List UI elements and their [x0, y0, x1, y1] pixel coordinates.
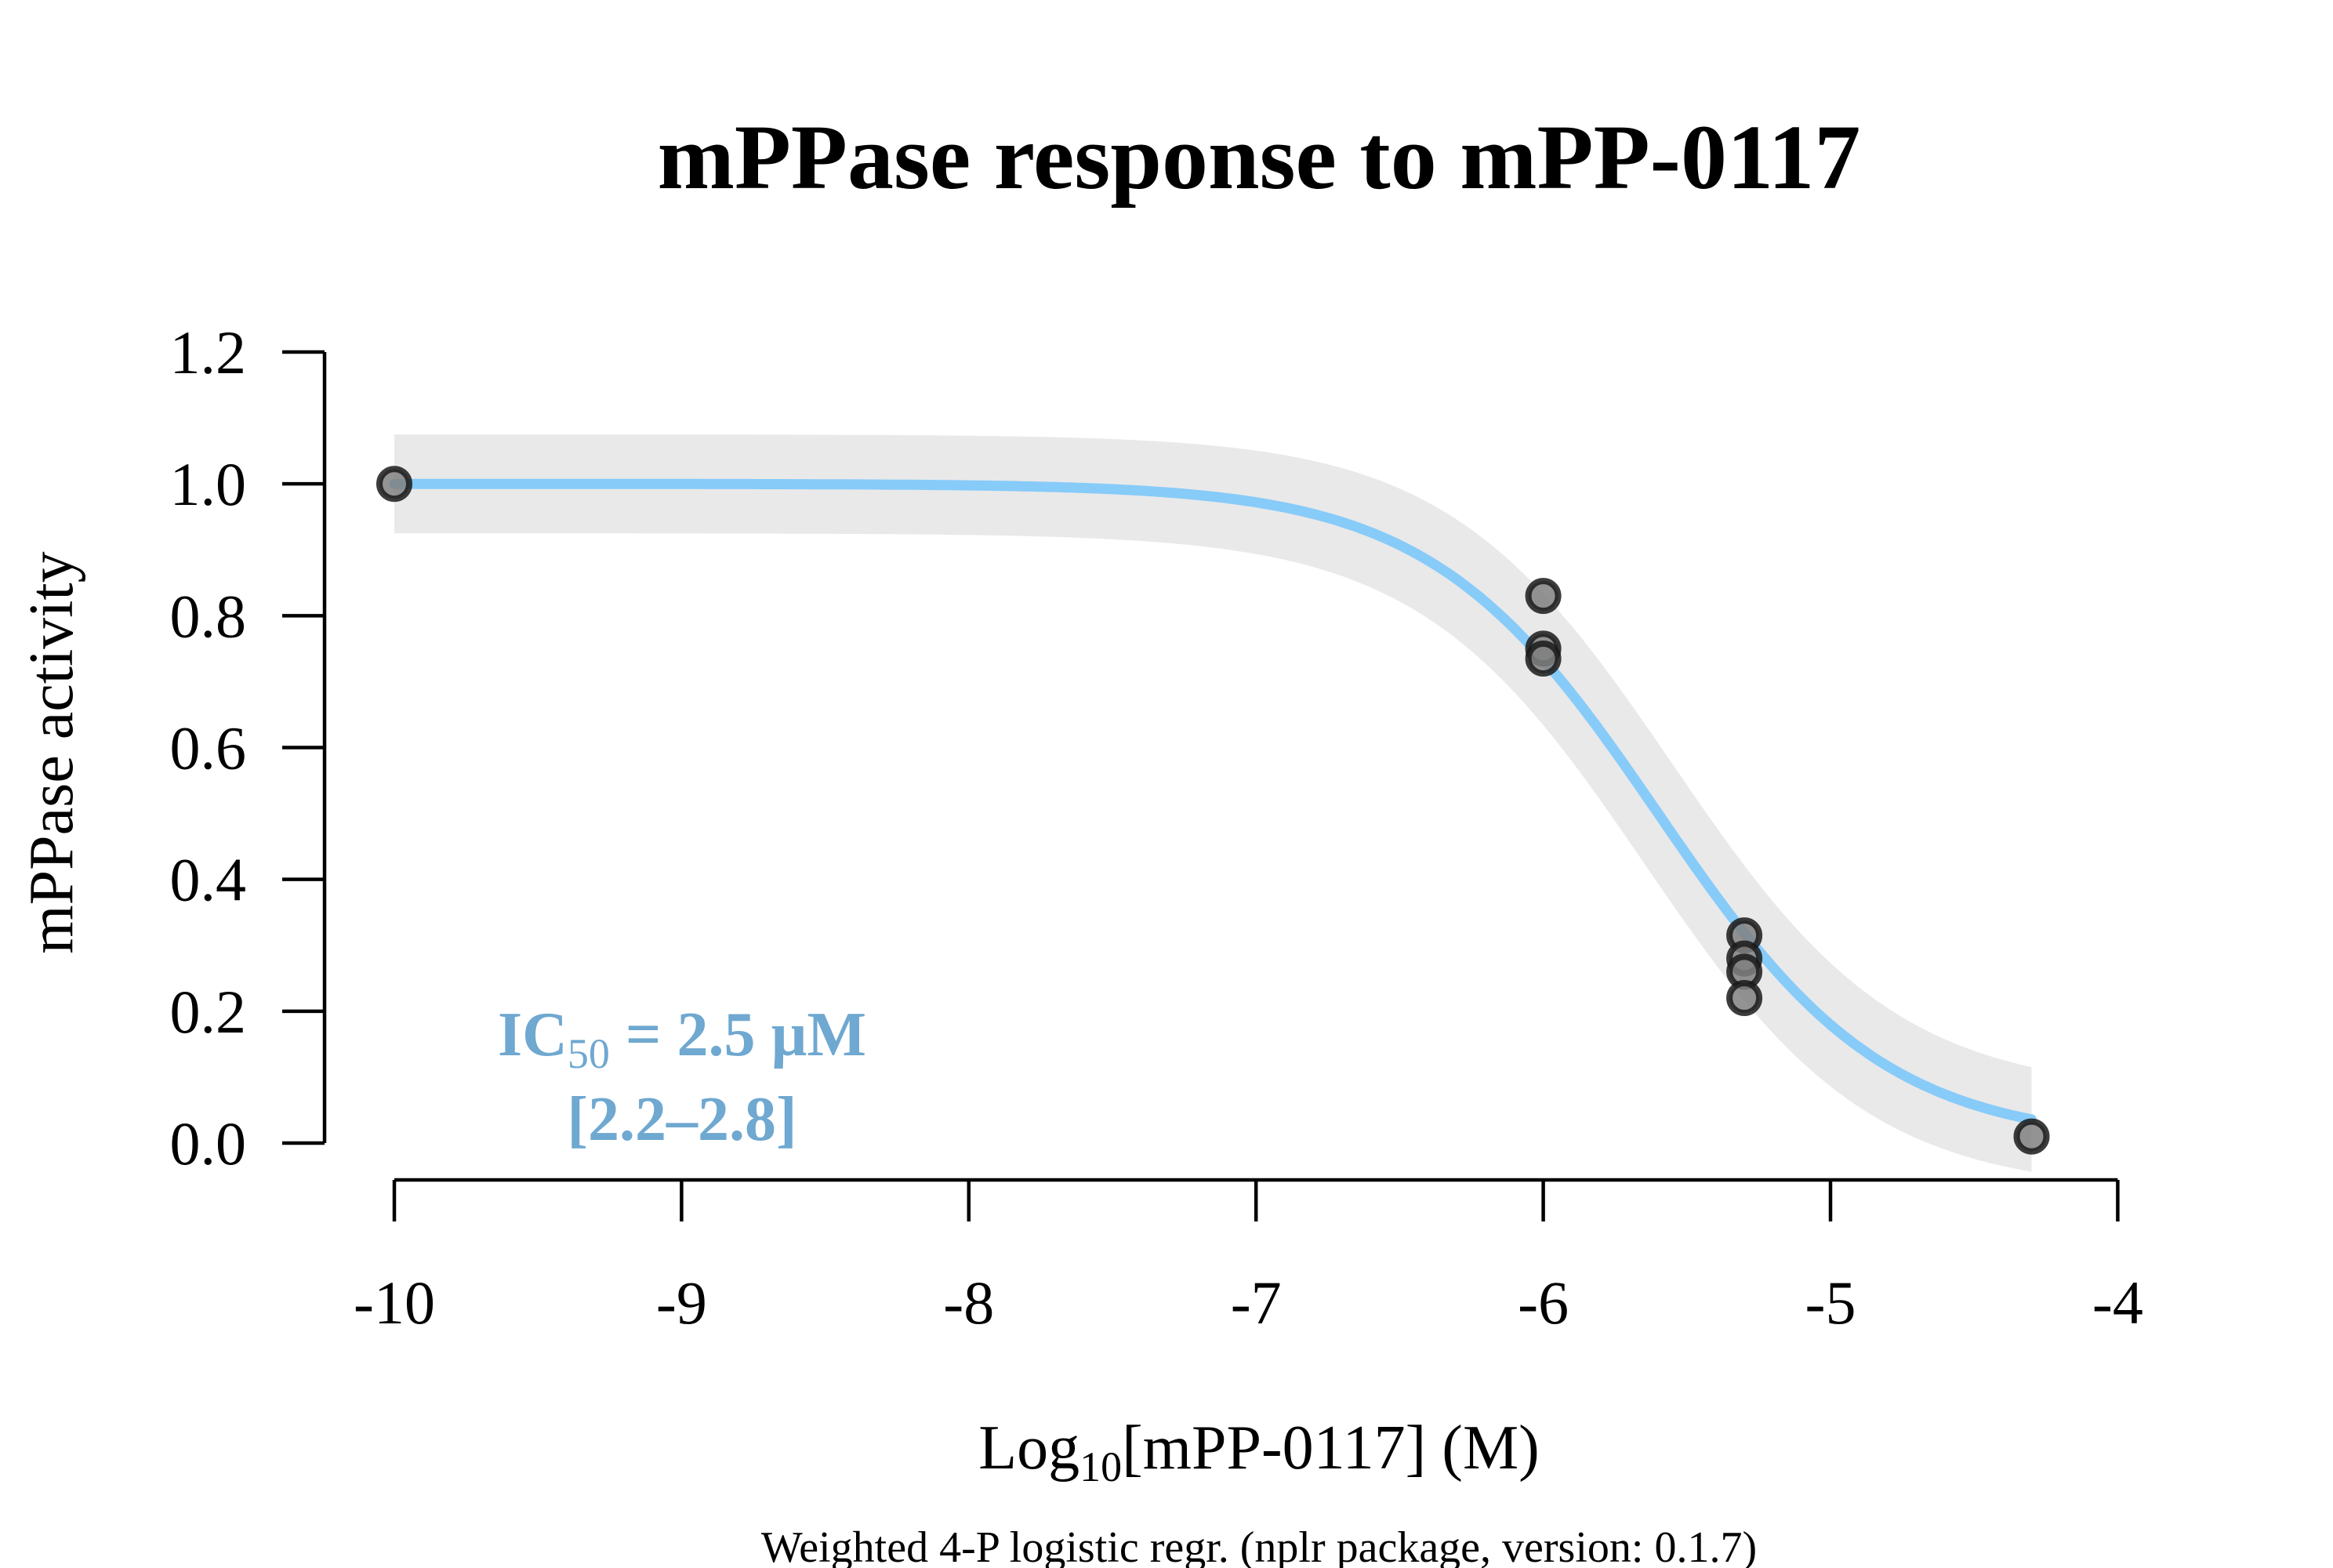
- data-points: [376, 466, 2050, 1155]
- y-axis: 0.0 0.2 0.4 0.6 0.8 1.0 1.2: [170, 318, 327, 1178]
- x-axis: -10 -9 -8 -7 -6 -5 -4: [354, 1178, 2143, 1337]
- chart-title: mPPase response to mPP-0117: [658, 106, 1861, 209]
- x-tick-label: -8: [943, 1269, 994, 1337]
- y-axis-label: mPPase activity: [17, 551, 86, 953]
- y-tick-label: 1.2: [170, 318, 247, 387]
- y-tick-label: 0.8: [170, 582, 247, 650]
- y-tick-label: 0.4: [170, 846, 247, 914]
- ic50-subscript: 50: [568, 1030, 610, 1077]
- data-point: [1525, 578, 1562, 615]
- y-tick-label: 0.6: [170, 714, 247, 782]
- data-point: [2013, 1118, 2050, 1155]
- ic50-annotation: IC50 = 2.5 µM [2.2–2.8]: [498, 1000, 866, 1154]
- data-point: [1726, 980, 1763, 1016]
- x-tick-label: -6: [1518, 1269, 1569, 1337]
- y-tick-label: 0.0: [170, 1109, 247, 1178]
- confidence-band: [394, 434, 2032, 1172]
- y-tick-label: 1.0: [170, 450, 247, 518]
- x-tick-label: -9: [656, 1269, 707, 1337]
- chart-caption: Weighted 4-P logistic regr. (nplr packag…: [761, 1523, 1757, 1568]
- data-point: [376, 466, 412, 503]
- ic50-label: IC50 = 2.5 µM: [498, 1000, 866, 1077]
- ic50-prefix: IC: [498, 1000, 568, 1069]
- x-tick-label: -7: [1231, 1269, 1282, 1337]
- data-point: [1525, 641, 1562, 677]
- ic50-confidence-interval: [2.2–2.8]: [567, 1085, 796, 1154]
- x-axis-label-prefix: Log: [978, 1414, 1079, 1483]
- x-tick-label: -5: [1805, 1269, 1856, 1337]
- y-tick-label: 0.2: [170, 978, 247, 1046]
- confidence-band-layer: [394, 434, 2032, 1172]
- x-tick-label: -10: [354, 1269, 435, 1337]
- x-axis-label: Log10[mPP-0117] (M): [978, 1414, 1539, 1490]
- x-axis-label-subscript: 10: [1079, 1443, 1122, 1490]
- x-tick-label: -4: [2092, 1269, 2143, 1337]
- ic50-value: = 2.5 µM: [610, 1000, 866, 1069]
- x-axis-label-suffix: [mPP-0117] (M): [1122, 1414, 1540, 1483]
